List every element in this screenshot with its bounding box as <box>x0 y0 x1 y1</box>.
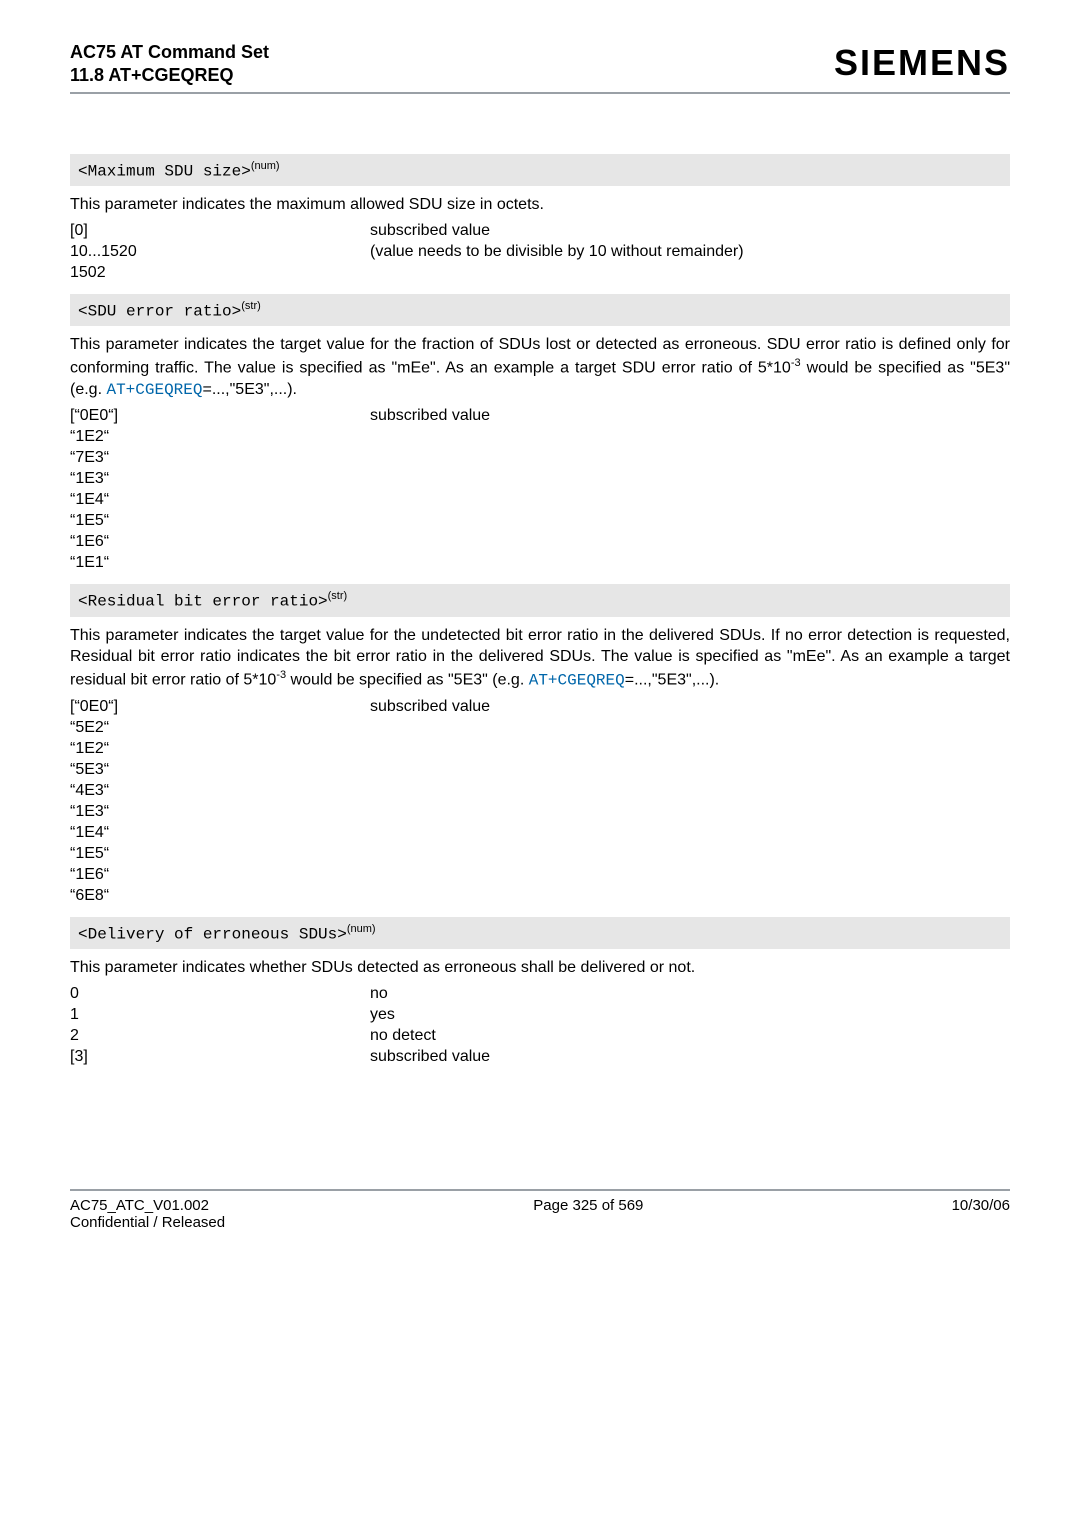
param-code-sdu-error: <SDU error ratio>(str) <box>70 294 1010 326</box>
enum-row: 2no detect <box>70 1027 1010 1045</box>
enum-table: [“0E0“]subscribed value “5E2“ “1E2“ “5E3… <box>70 698 1010 905</box>
enum-row: [“0E0“]subscribed value <box>70 407 1010 425</box>
enum-key: “1E4“ <box>70 491 370 509</box>
enum-key: [0] <box>70 222 370 240</box>
enum-key: 1502 <box>70 264 370 282</box>
doc-title: AC75 AT Command Set <box>70 42 269 63</box>
enum-row: 10...1520(value needs to be divisible by… <box>70 243 1010 261</box>
enum-row: “5E2“ <box>70 719 1010 737</box>
footer-date: 10/30/06 <box>952 1197 1010 1231</box>
enum-row: 1yes <box>70 1006 1010 1024</box>
enum-key: [3] <box>70 1048 370 1066</box>
param-code-text: <Maximum SDU size> <box>78 162 251 180</box>
enum-val: subscribed value <box>370 222 490 240</box>
enum-key: 2 <box>70 1027 370 1045</box>
enum-key: “5E3“ <box>70 761 370 779</box>
enum-key: “1E6“ <box>70 866 370 884</box>
enum-key: 1 <box>70 1006 370 1024</box>
enum-key: “5E2“ <box>70 719 370 737</box>
param-desc: This parameter indicates the target valu… <box>70 625 1010 692</box>
enum-row: “1E1“ <box>70 554 1010 572</box>
enum-table: [“0E0“]subscribed value “1E2“ “7E3“ “1E3… <box>70 407 1010 572</box>
enum-row: [0]subscribed value <box>70 222 1010 240</box>
param-code-suffix: (str) <box>328 590 348 602</box>
param-desc: This parameter indicates whether SDUs de… <box>70 957 1010 979</box>
enum-row: “4E3“ <box>70 782 1010 800</box>
enum-key: “1E1“ <box>70 554 370 572</box>
param-desc: This parameter indicates the maximum all… <box>70 194 1010 216</box>
enum-val: subscribed value <box>370 407 490 425</box>
footer-confidential: Confidential / Released <box>70 1214 225 1231</box>
enum-key: “1E2“ <box>70 428 370 446</box>
enum-row: “1E5“ <box>70 512 1010 530</box>
footer-left: AC75_ATC_V01.002 Confidential / Released <box>70 1197 225 1231</box>
desc-exp: -3 <box>276 669 286 681</box>
enum-row: “1E6“ <box>70 866 1010 884</box>
param-code-text: <Delivery of erroneous SDUs> <box>78 925 347 943</box>
enum-val: subscribed value <box>370 698 490 716</box>
enum-key: “7E3“ <box>70 449 370 467</box>
enum-key: “1E4“ <box>70 824 370 842</box>
desc-part-c: =...,"5E3",...). <box>625 671 720 688</box>
enum-row: [3]subscribed value <box>70 1048 1010 1066</box>
siemens-logo: SIEMENS <box>834 42 1010 84</box>
desc-part-c: =...,"5E3",...). <box>202 381 297 398</box>
param-code-suffix: (num) <box>251 160 280 172</box>
footer-doc-version: AC75_ATC_V01.002 <box>70 1197 225 1214</box>
section-label: 11.8 AT+CGEQREQ <box>70 65 269 86</box>
cmd-link[interactable]: AT+CGEQREQ <box>106 381 202 399</box>
param-code-suffix: (num) <box>347 923 376 935</box>
enum-key: [“0E0“] <box>70 407 370 425</box>
enum-row: “1E2“ <box>70 740 1010 758</box>
enum-key: “1E2“ <box>70 740 370 758</box>
enum-row: “6E8“ <box>70 887 1010 905</box>
enum-key: “6E8“ <box>70 887 370 905</box>
param-code-text: <SDU error ratio> <box>78 302 241 320</box>
enum-key: 0 <box>70 985 370 1003</box>
enum-row: “1E4“ <box>70 491 1010 509</box>
footer-page: Page 325 of 569 <box>533 1197 643 1231</box>
enum-row: “7E3“ <box>70 449 1010 467</box>
enum-row: “1E3“ <box>70 470 1010 488</box>
param-code-max-sdu: <Maximum SDU size>(num) <box>70 154 1010 186</box>
desc-part-b: would be specified as "5E3" (e.g. <box>286 671 529 688</box>
enum-row: “1E4“ <box>70 824 1010 842</box>
enum-row: 0no <box>70 985 1010 1003</box>
enum-key: 10...1520 <box>70 243 370 261</box>
param-code-text: <Residual bit error ratio> <box>78 593 328 611</box>
enum-table: [0]subscribed value 10...1520(value need… <box>70 222 1010 282</box>
header-left: AC75 AT Command Set 11.8 AT+CGEQREQ <box>70 42 269 86</box>
enum-row: “1E3“ <box>70 803 1010 821</box>
enum-key: “1E5“ <box>70 512 370 530</box>
desc-exp: -3 <box>791 357 801 369</box>
enum-val: subscribed value <box>370 1048 490 1066</box>
enum-row: “1E5“ <box>70 845 1010 863</box>
enum-row: “1E6“ <box>70 533 1010 551</box>
cmd-link[interactable]: AT+CGEQREQ <box>529 671 625 689</box>
enum-row: “5E3“ <box>70 761 1010 779</box>
page-footer: AC75_ATC_V01.002 Confidential / Released… <box>70 1189 1010 1231</box>
enum-key: “1E3“ <box>70 470 370 488</box>
page-header: AC75 AT Command Set 11.8 AT+CGEQREQ SIEM… <box>70 42 1010 94</box>
param-code-delivery: <Delivery of erroneous SDUs>(num) <box>70 917 1010 949</box>
param-desc: This parameter indicates the target valu… <box>70 334 1010 401</box>
enum-val: no detect <box>370 1027 436 1045</box>
param-code-residual: <Residual bit error ratio>(str) <box>70 584 1010 616</box>
enum-key: “1E5“ <box>70 845 370 863</box>
enum-row: [“0E0“]subscribed value <box>70 698 1010 716</box>
enum-val: no <box>370 985 388 1003</box>
enum-key: “4E3“ <box>70 782 370 800</box>
enum-row: 1502 <box>70 264 1010 282</box>
enum-key: [“0E0“] <box>70 698 370 716</box>
enum-table: 0no 1yes 2no detect [3]subscribed value <box>70 985 1010 1066</box>
param-code-suffix: (str) <box>241 300 261 312</box>
enum-key: “1E3“ <box>70 803 370 821</box>
enum-key: “1E6“ <box>70 533 370 551</box>
enum-val: (value needs to be divisible by 10 witho… <box>370 243 744 261</box>
enum-val: yes <box>370 1006 395 1024</box>
enum-row: “1E2“ <box>70 428 1010 446</box>
